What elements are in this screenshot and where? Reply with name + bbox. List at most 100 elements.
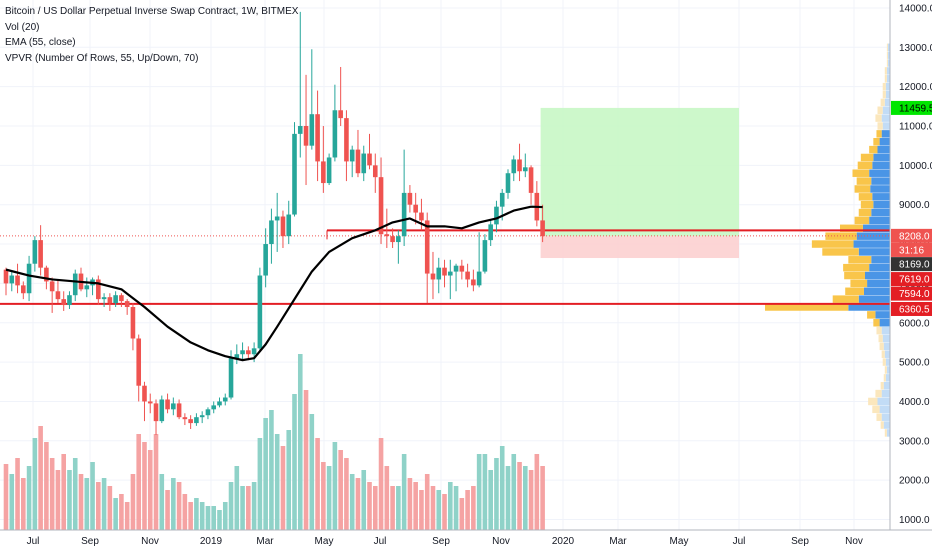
candle-body[interactable] bbox=[355, 149, 361, 174]
candle-body[interactable] bbox=[257, 275, 263, 349]
candle-body[interactable] bbox=[523, 167, 528, 172]
candle-body[interactable] bbox=[436, 267, 442, 280]
long-stop-zone[interactable] bbox=[540, 236, 739, 259]
candle-body[interactable] bbox=[419, 212, 424, 221]
candle-body[interactable] bbox=[367, 153, 372, 166]
legend-vpvr[interactable]: VPVR (Number Of Rows, 55, Up/Down, 70) bbox=[5, 52, 199, 64]
candle-body[interactable] bbox=[499, 192, 505, 207]
candle-body[interactable] bbox=[21, 285, 26, 294]
candle-body[interactable] bbox=[153, 403, 159, 422]
candle-body[interactable] bbox=[286, 214, 292, 237]
candle-body[interactable] bbox=[424, 220, 430, 274]
candle-body[interactable] bbox=[315, 114, 320, 162]
candle-body[interactable] bbox=[390, 236, 395, 243]
candle-body[interactable] bbox=[194, 417, 199, 424]
candle-body[interactable] bbox=[9, 275, 15, 284]
candle-body[interactable] bbox=[165, 399, 170, 410]
long-target-zone[interactable] bbox=[540, 107, 739, 237]
candle-body[interactable] bbox=[251, 348, 257, 355]
candle-body[interactable] bbox=[188, 419, 193, 424]
candle-body[interactable] bbox=[413, 204, 418, 213]
candle-body[interactable] bbox=[107, 297, 113, 304]
candle-body[interactable] bbox=[72, 273, 78, 296]
candle-body[interactable] bbox=[292, 133, 297, 215]
candle-body[interactable] bbox=[528, 167, 534, 193]
candle-body[interactable] bbox=[465, 271, 470, 280]
candle-body[interactable] bbox=[274, 216, 280, 221]
candle-body[interactable] bbox=[32, 240, 38, 264]
candle-body[interactable] bbox=[26, 263, 32, 294]
candle-body[interactable] bbox=[171, 403, 176, 410]
candle-body[interactable] bbox=[113, 295, 118, 304]
candle-body[interactable] bbox=[361, 153, 367, 174]
candle-body[interactable] bbox=[67, 295, 72, 306]
candle-body[interactable] bbox=[407, 192, 413, 205]
candle-body[interactable] bbox=[124, 301, 130, 308]
candle-body[interactable] bbox=[44, 267, 49, 282]
candle-body[interactable] bbox=[511, 159, 517, 174]
candle-body[interactable] bbox=[309, 114, 315, 146]
candle-body[interactable] bbox=[228, 358, 234, 398]
candle-body[interactable] bbox=[372, 165, 378, 178]
candle-body[interactable] bbox=[136, 338, 142, 386]
candle-body[interactable] bbox=[332, 110, 338, 158]
candle-body[interactable] bbox=[159, 399, 165, 422]
candle-body[interactable] bbox=[130, 307, 136, 339]
legend-vol[interactable]: Vol (20) bbox=[5, 21, 40, 33]
candle-body[interactable] bbox=[3, 269, 9, 284]
candle-body[interactable] bbox=[326, 157, 332, 184]
candle-body[interactable] bbox=[459, 265, 465, 272]
candle-body[interactable] bbox=[246, 350, 251, 355]
candle-body[interactable] bbox=[476, 271, 482, 286]
candle-body[interactable] bbox=[263, 244, 268, 276]
candle-body[interactable] bbox=[280, 216, 286, 237]
ema-line[interactable] bbox=[5, 205, 543, 362]
candle-body[interactable] bbox=[488, 224, 493, 241]
candle-body[interactable] bbox=[401, 192, 407, 237]
candle-body[interactable] bbox=[396, 236, 401, 243]
candle-body[interactable] bbox=[349, 149, 355, 162]
candle-body[interactable] bbox=[482, 240, 488, 272]
candle-body[interactable] bbox=[540, 220, 545, 237]
candle-body[interactable] bbox=[119, 295, 124, 302]
candle-body[interactable] bbox=[517, 159, 522, 172]
candle-body[interactable] bbox=[344, 118, 349, 162]
candle-body[interactable] bbox=[55, 291, 61, 300]
candle-body[interactable] bbox=[269, 220, 274, 245]
candle-body[interactable] bbox=[96, 279, 101, 300]
candle-body[interactable] bbox=[384, 234, 390, 237]
candle-body[interactable] bbox=[442, 267, 447, 276]
candle-body[interactable] bbox=[142, 385, 147, 402]
candle-body[interactable] bbox=[471, 279, 476, 286]
candle-body[interactable] bbox=[84, 285, 90, 290]
candle-body[interactable] bbox=[453, 265, 459, 272]
vpvr-up-bar bbox=[887, 43, 890, 52]
candle-body[interactable] bbox=[234, 354, 240, 359]
candle-body[interactable] bbox=[211, 405, 217, 410]
candle-body[interactable] bbox=[101, 297, 107, 300]
candle-body[interactable] bbox=[321, 161, 326, 184]
candle-body[interactable] bbox=[199, 415, 205, 418]
candle-body[interactable] bbox=[505, 173, 511, 193]
candle-body[interactable] bbox=[61, 299, 66, 306]
candle-body[interactable] bbox=[217, 401, 222, 406]
candle-body[interactable] bbox=[494, 206, 499, 225]
candle-body[interactable] bbox=[38, 240, 43, 268]
candle-body[interactable] bbox=[430, 273, 436, 280]
candle-body[interactable] bbox=[378, 177, 384, 235]
candle-body[interactable] bbox=[447, 271, 453, 276]
candle-body[interactable] bbox=[297, 126, 303, 134]
legend-ema[interactable]: EMA (55, close) bbox=[5, 37, 76, 48]
candle-body[interactable] bbox=[222, 397, 228, 402]
candle-body[interactable] bbox=[240, 350, 245, 355]
candle-body[interactable] bbox=[303, 126, 309, 146]
candle-body[interactable] bbox=[15, 275, 20, 286]
candle-body[interactable] bbox=[182, 417, 188, 420]
time-scale[interactable] bbox=[0, 530, 932, 550]
candle-body[interactable] bbox=[49, 281, 55, 292]
candle-body[interactable] bbox=[147, 401, 153, 404]
candle-body[interactable] bbox=[338, 110, 343, 119]
candle-body[interactable] bbox=[205, 409, 211, 416]
candle-body[interactable] bbox=[176, 403, 182, 418]
